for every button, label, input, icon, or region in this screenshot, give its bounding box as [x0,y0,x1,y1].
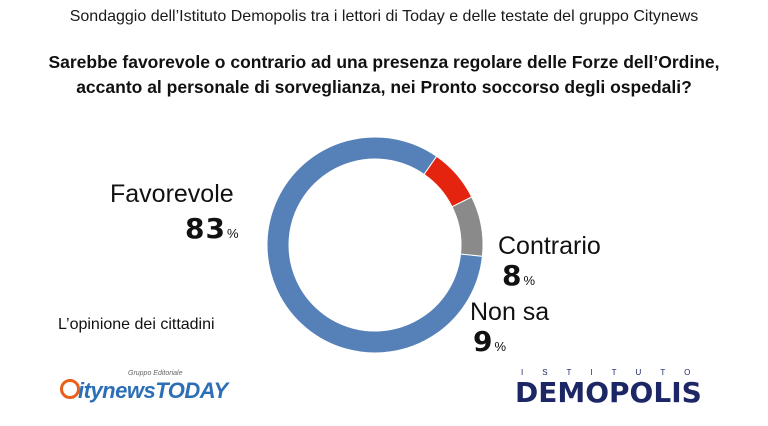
survey-question: Sarebbe favorevole o contrario ad una pr… [0,50,768,100]
question-line-2: accanto al personale di sorveglianza, ne… [76,77,692,97]
value-non-sa-unit: % [494,339,507,354]
citynews-c-icon [60,379,80,399]
label-non-sa: Non sa [470,298,550,326]
value-favorevole-unit: % [226,226,239,241]
citynews-brand-text: itynews [78,378,156,403]
value-non-sa-number: 9 [473,325,494,358]
question-line-1: Sarebbe favorevole o contrario ad una pr… [48,52,720,72]
value-contrario-unit: % [523,273,536,288]
citynews-today-logo: Gruppo Editoriale itynewsTODAY [60,370,228,404]
demopolis-big-text: DEMOPOLIS [515,376,702,409]
slice-non-sa [451,196,484,257]
slice-contrario [423,155,473,208]
footnote-opinione: L’opinione dei cittadini [58,316,215,333]
label-favorevole: Favorevole [110,180,234,208]
value-favorevole: 83% [185,212,239,245]
survey-subtitle: Sondaggio dell’Istituto Demopolis tra i … [69,8,699,25]
today-brand-text: TODAY [155,378,228,403]
label-contrario: Contrario [498,232,601,260]
citynews-small-text: Gruppo Editoriale [128,370,183,377]
slice-favorevole [266,136,483,354]
demopolis-small-text: ISTITUTO [521,368,710,377]
value-non-sa: 9% [473,325,506,358]
citynews-brand: itynewsTODAY [60,378,228,403]
value-contrario: 8% [502,259,535,292]
value-favorevole-number: 83 [185,212,226,245]
value-contrario-number: 8 [502,259,523,292]
